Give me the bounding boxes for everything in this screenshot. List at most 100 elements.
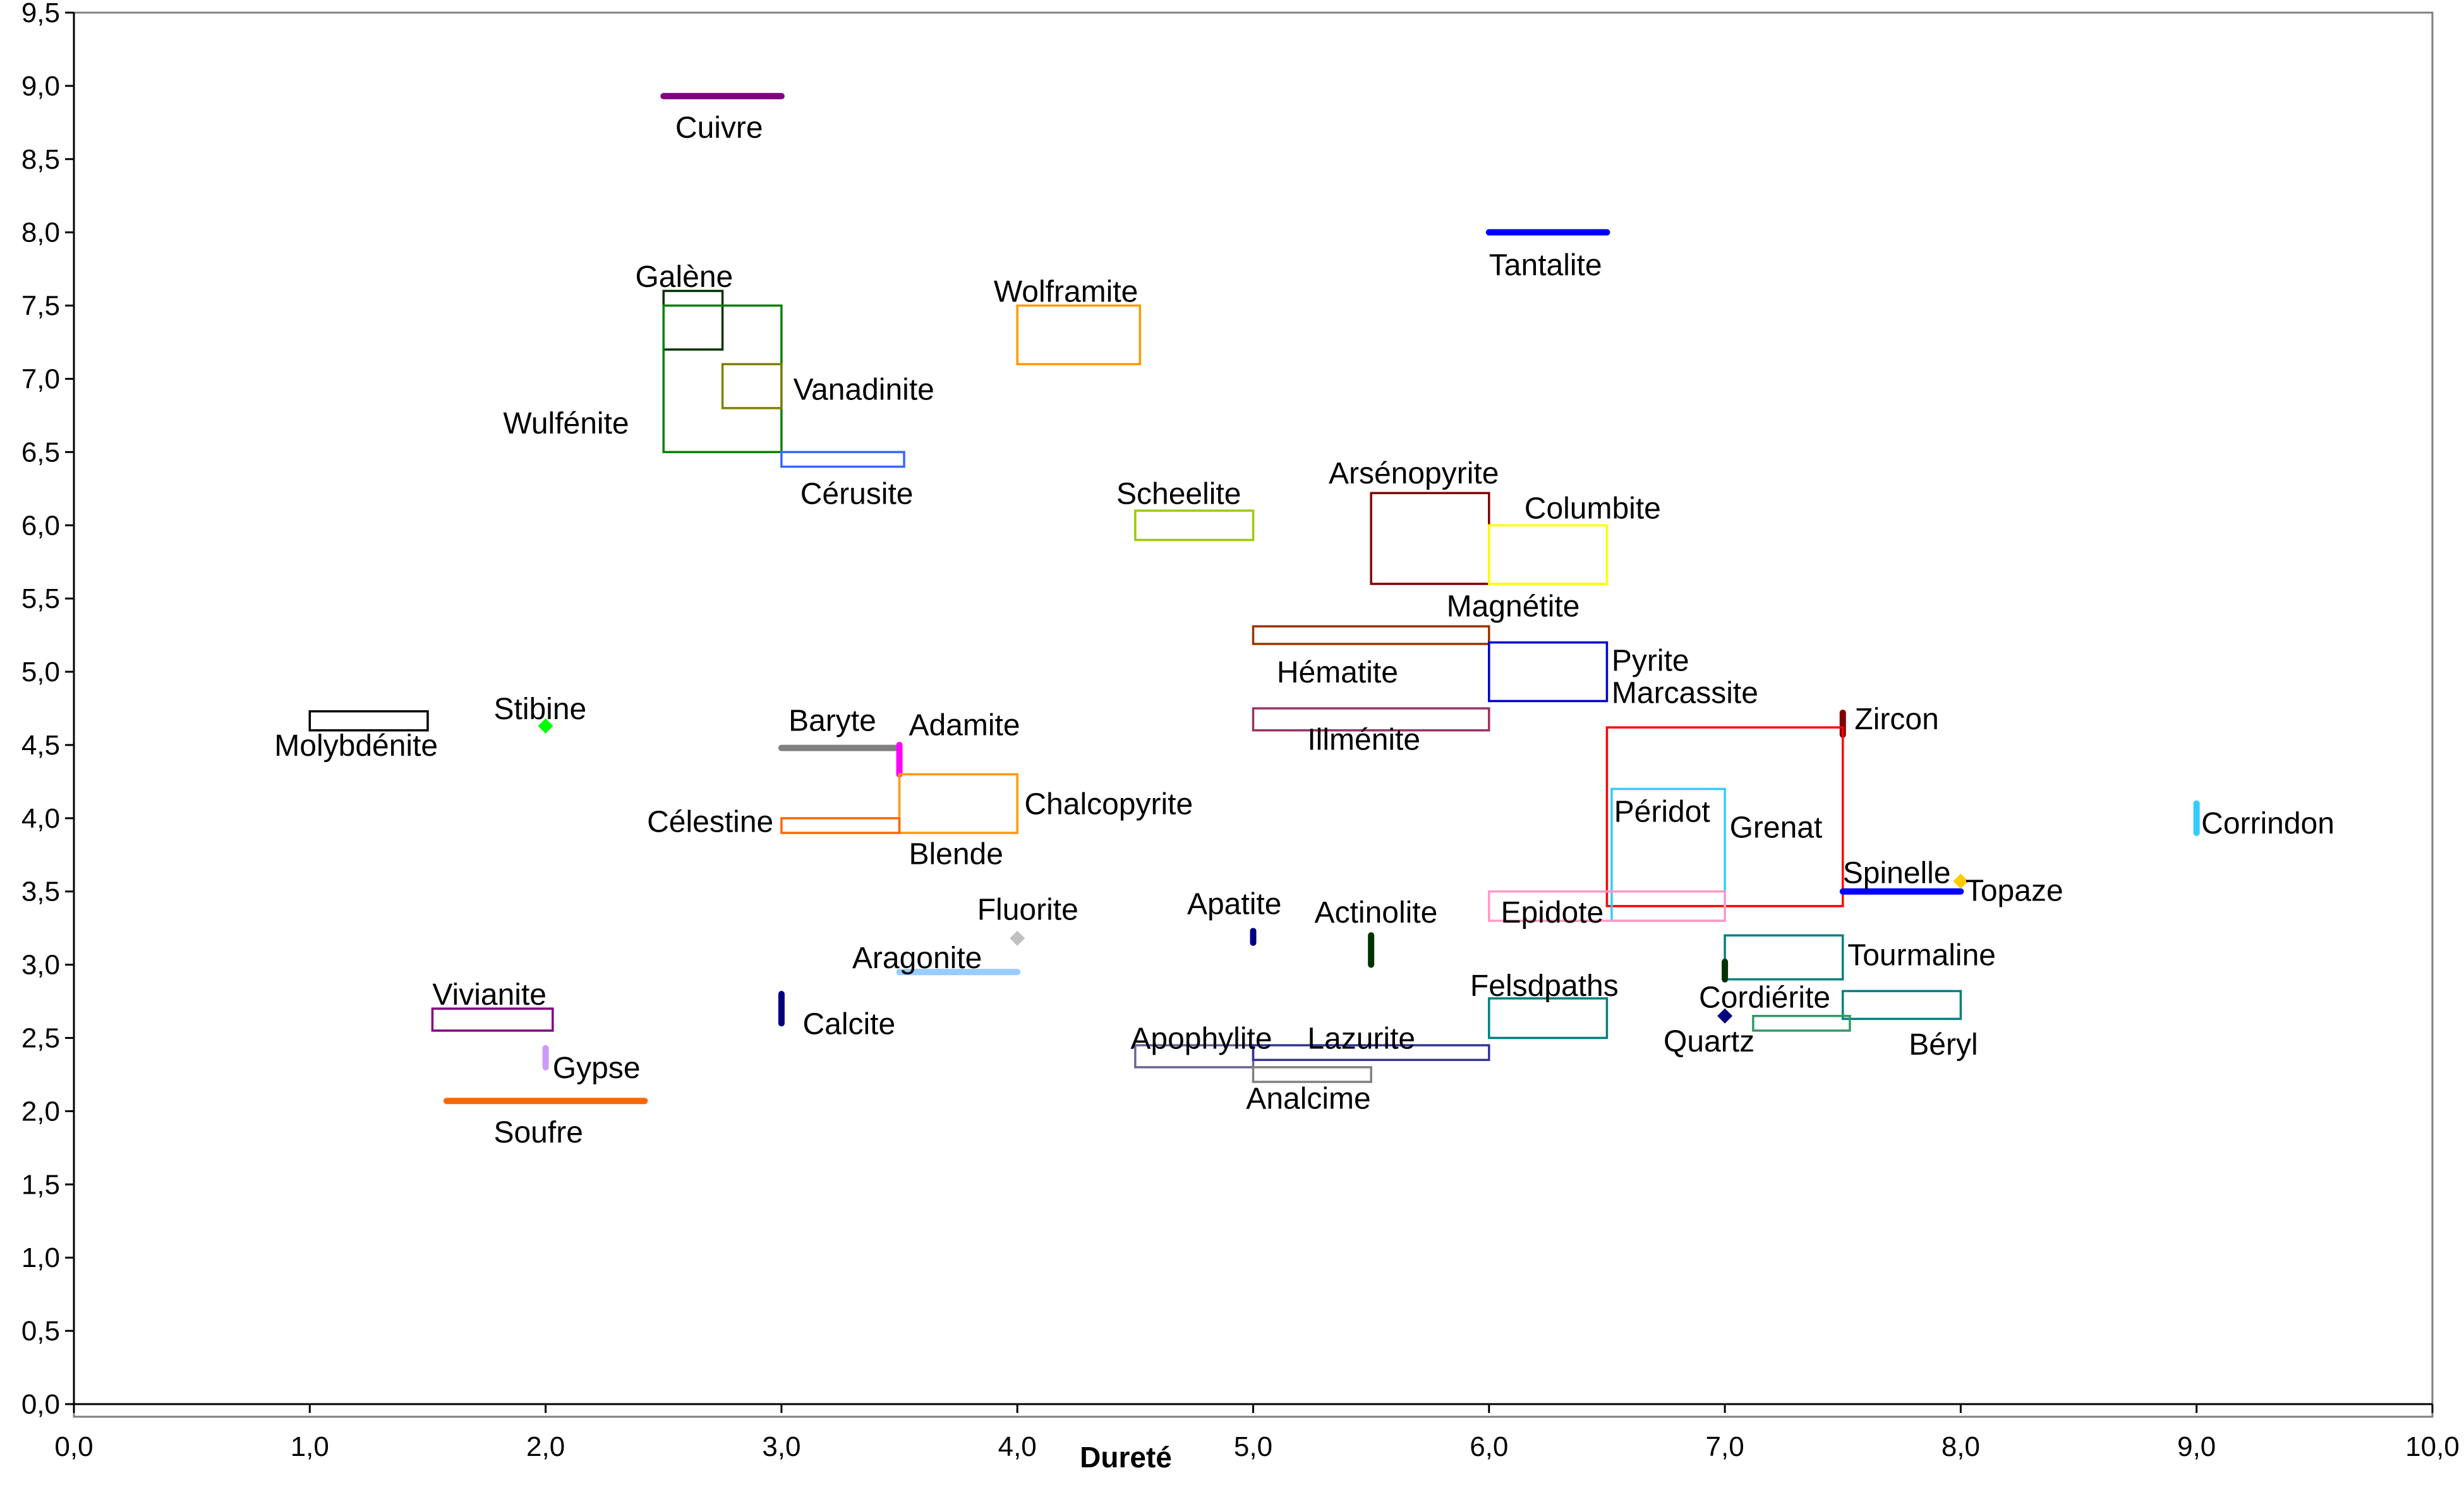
mark-arsenopyrite (1370, 492, 1490, 585)
label-tantalite: Tantalite (1489, 249, 1602, 282)
label-hematite: Hématite (1277, 656, 1398, 689)
mark-vanadinite (721, 363, 783, 409)
mark-stibine (538, 718, 553, 734)
mark-topaze (1953, 873, 1969, 889)
label-fluorite: Fluorite (977, 894, 1078, 927)
label-aragonite: Aragonite (852, 942, 982, 975)
y-tick-label: 0,0 (21, 1389, 60, 1420)
label-arsenopyrite: Arsénopyrite (1329, 457, 1499, 490)
mark-columbite (1488, 524, 1609, 585)
y-tick-label: 3,0 (21, 950, 60, 981)
label-gypse: Gypse (553, 1052, 641, 1085)
label-corrindon: Corrindon (2201, 807, 2334, 840)
label-analcime: Analcime (1246, 1082, 1370, 1116)
label-molybdenite: Molybdénite (274, 729, 438, 763)
label-vivianite: Vivianite (432, 978, 547, 1012)
label-grenat: Grenat (1730, 811, 1823, 845)
label-baryte: Baryte (788, 705, 876, 738)
y-tick-label: 8,0 (21, 217, 60, 248)
label-topaze: Topaze (1966, 874, 2063, 907)
mark-tourmaline (1724, 934, 1844, 981)
label-wulfenite: Wulfénite (503, 407, 629, 440)
x-tick-label: 8,0 (1942, 1431, 1980, 1462)
mark-vivianite (431, 1007, 554, 1032)
mark-cerusite (780, 451, 905, 468)
label-galene: Galène (635, 260, 733, 294)
label-chalcopyrite: Chalcopyrite (1024, 788, 1193, 821)
label-calcite: Calcite (802, 1007, 895, 1041)
label-cordierite: Cordiérite (1699, 981, 1830, 1015)
mark-molybdenite (308, 710, 429, 732)
mark-chalcopyrite (898, 773, 1018, 834)
y-tick-label: 3,5 (21, 876, 60, 907)
label-epidote: Epidote (1501, 896, 1603, 930)
label-marcassite: Marcassite (1612, 677, 1758, 710)
label-columbite: Columbite (1525, 492, 1661, 525)
mark-galene (662, 289, 724, 351)
label-pyrite: Pyrite (1612, 645, 1689, 678)
x-tick-label: 1,0 (291, 1431, 329, 1462)
labels: Cuivre Galène Wulfénite Vanadinite Cérusite W… (274, 111, 2334, 1149)
y-tick-label: 9,5 (21, 0, 60, 28)
y-tick-label: 1,0 (21, 1242, 60, 1273)
y-tick-label: 0,5 (21, 1316, 60, 1347)
x-tick-label: 3,0 (762, 1431, 800, 1462)
y-tick-label: 6,0 (21, 510, 60, 541)
label-stibine: Stibine (493, 693, 586, 726)
mark-lazurite (1252, 1044, 1490, 1062)
y-tick-label: 5,5 (21, 583, 60, 614)
y-tick-label: 4,5 (21, 730, 60, 761)
x-tick-label: 7,0 (1706, 1431, 1744, 1462)
label-scheelite: Scheelite (1116, 477, 1241, 511)
y-tick-label: 1,5 (21, 1169, 60, 1200)
x-tick-label: 0,0 (54, 1431, 93, 1462)
x-tick-label: 9,0 (2177, 1431, 2216, 1462)
y-tick-label: 7,5 (21, 291, 60, 322)
label-magnetite: Magnétite (1447, 590, 1580, 624)
label-adamite: Adamite (909, 708, 1020, 742)
mark-quartz (1717, 1008, 1733, 1024)
mark-fluorite (1010, 930, 1025, 946)
label-apophylite: Apophylite (1130, 1022, 1272, 1056)
mark-wolframite (1016, 304, 1142, 366)
y-tick-label: 2,5 (21, 1023, 60, 1054)
mark-illmenite (1252, 707, 1490, 732)
mark-felsdpaths (1488, 997, 1609, 1040)
y-tick-label: 6,5 (21, 437, 60, 468)
label-apatite: Apatite (1187, 887, 1281, 921)
label-lazurite: Lazurite (1307, 1022, 1415, 1056)
x-tick-label: 5,0 (1234, 1431, 1272, 1462)
y-tick-label: 5,0 (21, 657, 60, 688)
x-tick-label: 2,0 (526, 1431, 565, 1462)
label-beryl: Béryl (1909, 1028, 1978, 1062)
y-tick-label: 7,0 (21, 363, 60, 394)
x-tick-label: 6,0 (1470, 1431, 1508, 1462)
label-vanadinite: Vanadinite (794, 373, 934, 407)
label-zircon: Zircon (1854, 703, 1938, 736)
label-actinolite: Actinolite (1315, 896, 1438, 930)
mark-beryl (1842, 990, 1962, 1021)
label-blende: Blende (909, 837, 1003, 871)
y-tick-label: 2,0 (21, 1096, 60, 1127)
mark-pyrite (1488, 641, 1609, 703)
y-tick-label: 4,0 (21, 803, 60, 834)
y-tick-label: 9,0 (21, 71, 60, 102)
label-wolframite: Wolframite (994, 275, 1138, 308)
mark-analcime (1252, 1066, 1372, 1083)
mark-scheelite (1134, 509, 1255, 542)
mark-quartz-rect (1752, 1015, 1851, 1032)
label-spinelle: Spinelle (1843, 857, 1951, 890)
mark-celestine (780, 817, 901, 834)
label-cerusite: Cérusite (800, 477, 914, 511)
mark-epidote (1488, 890, 1726, 922)
label-celestine: Célestine (647, 805, 773, 839)
label-soufre: Soufre (493, 1116, 583, 1149)
axes: 0,0 1,0 2,0 3,0 4,0 5,0 6,0 7,0 8,0 9,0 10,0 0,0 0,5… (21, 0, 2460, 1462)
mark-magnetite (1252, 625, 1490, 645)
marks (308, 93, 2200, 1105)
label-felsdpaths: Felsdpaths (1470, 969, 1619, 1003)
label-cuivre: Cuivre (675, 111, 763, 145)
x-tick-label: 4,0 (998, 1431, 1037, 1462)
x-tick-label: 10,0 (2405, 1431, 2460, 1462)
